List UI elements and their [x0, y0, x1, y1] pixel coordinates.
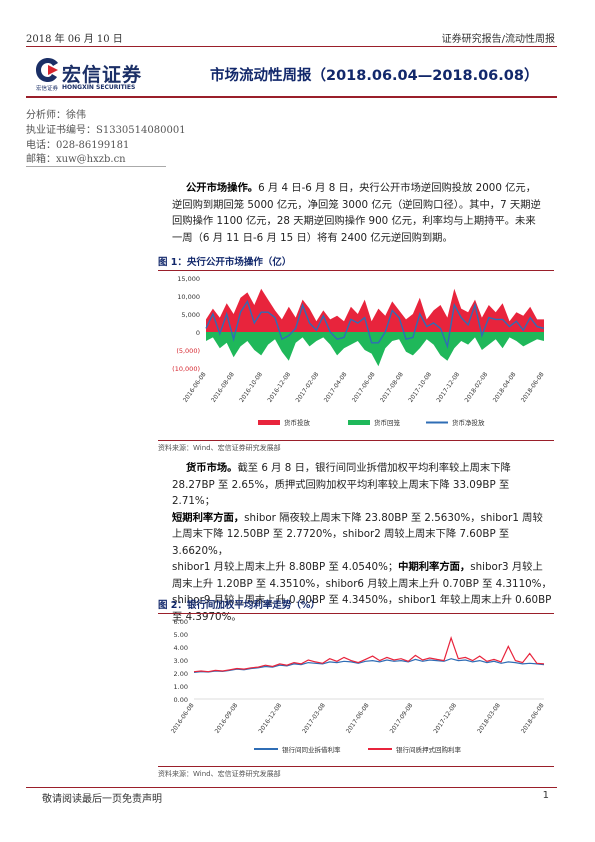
title-divider [26, 96, 557, 98]
y-tick-label: 5.00 [174, 631, 188, 639]
logo-sub-cn: 宏信证券 [36, 86, 59, 92]
legend-label: 货币净投放 [452, 418, 485, 427]
analyst-divider [26, 166, 166, 167]
x-tick-label: 2018-06-08 [520, 702, 546, 735]
x-tick-label: 2017-08-08 [379, 371, 405, 404]
figure2-source: 资料来源：Wind、宏信证券研究发展部 [158, 766, 554, 779]
y-tick-label: 6.00 [174, 618, 188, 626]
analyst-name: 分析师：徐伟 [26, 110, 86, 121]
report-date: 2018 年 06 月 10 日 [26, 34, 123, 45]
mid-rate-lead: 中期利率方面， [398, 561, 471, 573]
x-tick-label: 2018-06-08 [520, 371, 546, 404]
x-tick-label: 2018-02-08 [464, 371, 490, 404]
y-tick-label: 10,000 [177, 293, 200, 301]
logo-name: 宏信证券 [62, 64, 143, 86]
page-number: 1 [542, 790, 549, 801]
legend-label: 货币投放 [284, 418, 311, 427]
x-tick-label: 2016-10-08 [238, 371, 264, 404]
x-tick-label: 2017-03-08 [301, 702, 327, 735]
open-market-lead: 公开市场操作。 [186, 182, 259, 194]
legend-swatch [258, 420, 280, 425]
x-tick-label: 2018-03-08 [476, 702, 502, 735]
x-tick-label: 2017-02-08 [295, 371, 321, 404]
series-net-line [205, 299, 545, 350]
open-market-paragraph: 公开市场操作。6 月 4 日-6 月 8 日，央行公开市场逆回购投放 2000 … [172, 182, 541, 244]
y-tick-label: 0.00 [174, 696, 188, 704]
y-tick-label: 4.00 [174, 644, 188, 652]
series-repo-rate-line [193, 635, 545, 673]
logo-sub-en: HONGXIN SECURITIES [62, 84, 136, 91]
x-tick-label: 2017-10-08 [407, 371, 433, 404]
y-tick-label: 0 [196, 329, 200, 337]
y-tick-label: 2.00 [174, 670, 188, 678]
x-tick-label: 2016-06-08 [170, 702, 196, 735]
y-tick-label: 1.00 [174, 683, 188, 691]
figure1-source: 资料来源：Wind、宏信证券研究发展部 [158, 440, 554, 453]
open-market-chart: 15,000 10,000 5,000 0 (5,000) (10,000)2016-06… [172, 275, 546, 427]
legend-label: 银行间同业拆借利率 [282, 745, 341, 754]
y-tick-label: (10,000) [172, 365, 200, 373]
x-tick-label: 2016-12-08 [257, 702, 283, 735]
x-tick-label: 2017-12-08 [435, 371, 461, 404]
y-tick-label: 3.00 [174, 657, 188, 665]
legend-label: 货币回笼 [374, 418, 401, 427]
header-divider [26, 46, 557, 47]
report-title: 市场流动性周报（2018.06.04—2018.06.08） [210, 68, 539, 84]
short-rate-lead: 短期利率方面， [172, 511, 245, 524]
x-tick-label: 2016-06-08 [182, 371, 208, 404]
analyst-email: 邮箱：xuw@hxzb.cn [26, 154, 126, 165]
footer-divider [26, 787, 557, 788]
x-tick-label: 2018-04-08 [492, 371, 518, 404]
y-tick-label: (5,000) [176, 347, 200, 355]
series-injection-area [206, 288, 544, 332]
y-tick-label: 5,000 [181, 311, 200, 319]
figure2-title: 图 2：银行间加权平均利率走势（%） [158, 597, 554, 614]
x-tick-label: 2016-12-08 [266, 371, 292, 404]
disclaimer-link[interactable]: 敬请阅读最后一页免责声明 [42, 794, 162, 805]
series-withdrawal-area [206, 332, 544, 367]
x-tick-label: 2017-12-08 [432, 702, 458, 735]
x-tick-label: 2016-08-08 [210, 371, 236, 404]
hongxin-logo-icon [36, 58, 58, 82]
money-market-paragraph: 货币市场。截至 6 月 8 日，银行间同业拆借加权平均利率较上周末下降 28.2… [172, 462, 552, 623]
analyst-cert: 执业证书编号：S1330514080001 [26, 125, 186, 136]
x-tick-label: 2016-09-08 [214, 702, 240, 735]
x-tick-label: 2017-06-08 [351, 371, 377, 404]
x-tick-label: 2017-06-08 [345, 702, 371, 735]
legend-swatch [348, 420, 370, 425]
legend-label: 银行间质押式回购利率 [396, 745, 462, 754]
figure1-title: 图 1：央行公开市场操作（亿） [158, 254, 554, 271]
series-lending-rate-line [193, 658, 545, 673]
report-category: 证券研究报告/流动性周报 [441, 34, 555, 45]
analyst-phone: 电话：028-86199181 [26, 140, 130, 151]
y-tick-label: 15,000 [177, 275, 200, 283]
x-tick-label: 2017-04-08 [323, 371, 349, 404]
x-tick-label: 2017-09-08 [389, 702, 415, 735]
money-market-lead: 货币市场。 [186, 462, 238, 474]
